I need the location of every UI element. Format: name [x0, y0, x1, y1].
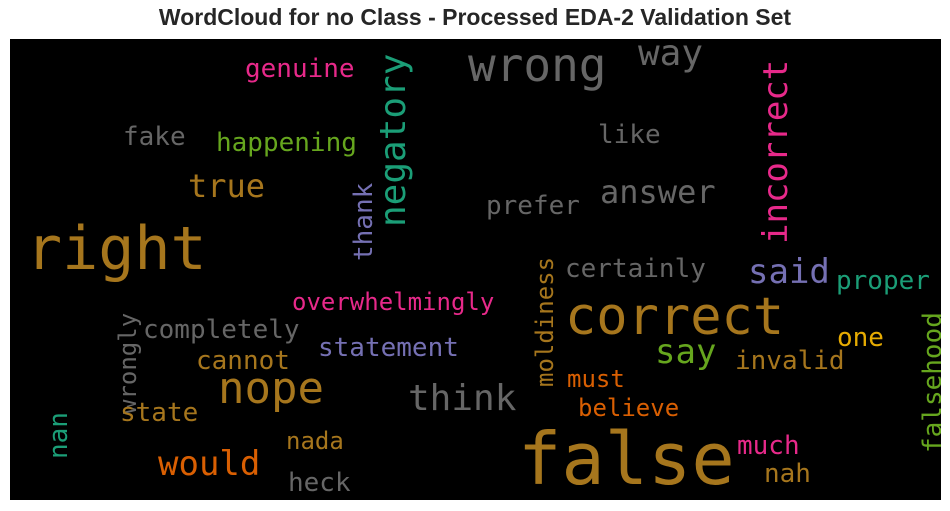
word-genuine: genuine — [245, 54, 355, 84]
word-state: state — [120, 398, 198, 428]
word-thank: thank — [349, 182, 379, 261]
word-negatory: negatory — [373, 54, 414, 227]
wordcloud-panel: false right correct wrong nope negatory incorr… — [10, 39, 941, 500]
word-one: one — [837, 323, 884, 353]
word-like: like — [598, 120, 661, 150]
word-way: way — [638, 39, 703, 74]
word-nah: nah — [764, 459, 811, 489]
word-much: much — [737, 431, 800, 461]
word-believe: believe — [578, 394, 679, 422]
word-answer: answer — [600, 173, 716, 211]
word-wrong: wrong — [468, 39, 606, 92]
word-falsehood: falsehood — [918, 312, 941, 453]
word-prefer: prefer — [486, 191, 580, 221]
word-completely: completely — [143, 315, 300, 345]
word-say: say — [655, 332, 716, 372]
word-certainly: certainly — [565, 254, 706, 284]
word-statement: statement — [318, 333, 459, 363]
word-fake: fake — [123, 122, 186, 152]
word-happening: happening — [216, 128, 357, 158]
word-nada: nada — [286, 427, 344, 455]
word-nan: nan — [44, 412, 74, 459]
word-cannot: cannot — [196, 346, 290, 376]
word-false: false — [518, 417, 735, 500]
word-invalid: invalid — [735, 346, 845, 376]
word-incorrect: incorrect — [756, 60, 796, 244]
word-true: true — [188, 167, 265, 205]
word-moldiness: moldiness — [531, 257, 559, 387]
word-said: said — [748, 252, 830, 292]
word-heck: heck — [288, 468, 351, 498]
word-wrongly: wrongly — [114, 313, 142, 414]
word-would: would — [158, 444, 260, 484]
word-proper: proper — [836, 266, 930, 296]
word-correct: correct — [565, 287, 784, 347]
chart-title: WordCloud for no Class - Processed EDA-2… — [158, 4, 792, 30]
word-think: think — [408, 378, 517, 419]
word-overwhelmingly: overwhelmingly — [292, 288, 494, 316]
word-nope: nope — [218, 363, 324, 414]
word-right: right — [26, 214, 207, 284]
wordcloud-svg: false right correct wrong nope negatory incorr… — [26, 39, 941, 500]
word-must: must — [567, 365, 625, 393]
